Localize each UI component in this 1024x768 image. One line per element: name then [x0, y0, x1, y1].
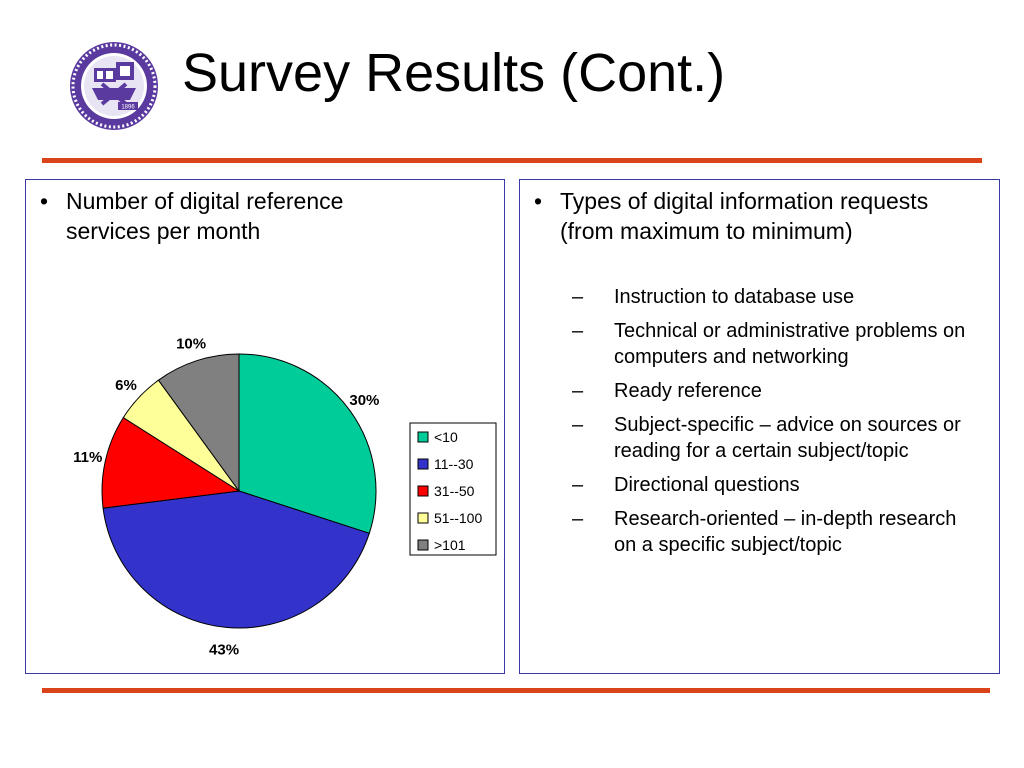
list-item: – Research-oriented – in-depth research o…: [572, 508, 957, 556]
slice-data-label: 11%: [73, 449, 102, 466]
list-item: – Ready reference: [572, 380, 762, 402]
slice-data-label: 10%: [176, 336, 206, 353]
list-item: – Instruction to database use: [572, 286, 855, 308]
pie-data-labels: 30% 43% 11% 6% 10%: [73, 336, 379, 659]
legend-label: 11--30: [434, 456, 474, 472]
right-bullet: • Types of digital information requests …: [534, 186, 984, 246]
pie-slice: [157, 353, 240, 493]
legend-swatch: [417, 431, 429, 443]
top-divider: [42, 158, 982, 163]
legend-label: 51--100: [434, 510, 482, 526]
pie-slice: [238, 353, 377, 534]
legend-swatch: [417, 485, 429, 497]
right-panel: • Types of digital information requests …: [519, 179, 1000, 674]
pie-slice: [101, 416, 241, 509]
page-title: Survey Results (Cont.): [182, 43, 726, 103]
request-types-list: – Instruction to database use – Technical …: [572, 284, 982, 566]
slice-data-label: 30%: [349, 392, 379, 409]
slice-data-label: 43%: [209, 641, 239, 658]
list-item: – Subject-specific – advice on sources or…: [572, 414, 961, 462]
bottom-divider: [42, 688, 990, 693]
list-item: – Technical or administrative problems on…: [572, 320, 966, 368]
legend-label: <10: [434, 429, 458, 445]
legend-swatch: [417, 539, 429, 551]
legend-label: >101: [434, 537, 466, 553]
legend-swatch: [417, 458, 429, 470]
bullet-dot: •: [534, 188, 543, 214]
university-seal-logo: 1896: [70, 42, 158, 130]
legend-swatch: [417, 512, 429, 524]
slice-data-label: 6%: [115, 377, 137, 394]
bullet-dot: •: [40, 188, 49, 214]
chart-legend: <10 11--30 31--50 51--100 >101: [409, 422, 497, 556]
logo-year-text: 1896: [121, 105, 135, 111]
legend-label: 31--50: [434, 483, 475, 499]
pie-slice: [102, 490, 370, 629]
pie-slices: [101, 353, 377, 629]
left-bullet-text: Number of digital reference services per…: [66, 188, 344, 244]
left-bullet: • Number of digital reference services p…: [40, 186, 480, 246]
list-item: – Directional questions: [572, 474, 800, 496]
right-bullet-text: Types of digital information requests (f…: [560, 188, 929, 244]
